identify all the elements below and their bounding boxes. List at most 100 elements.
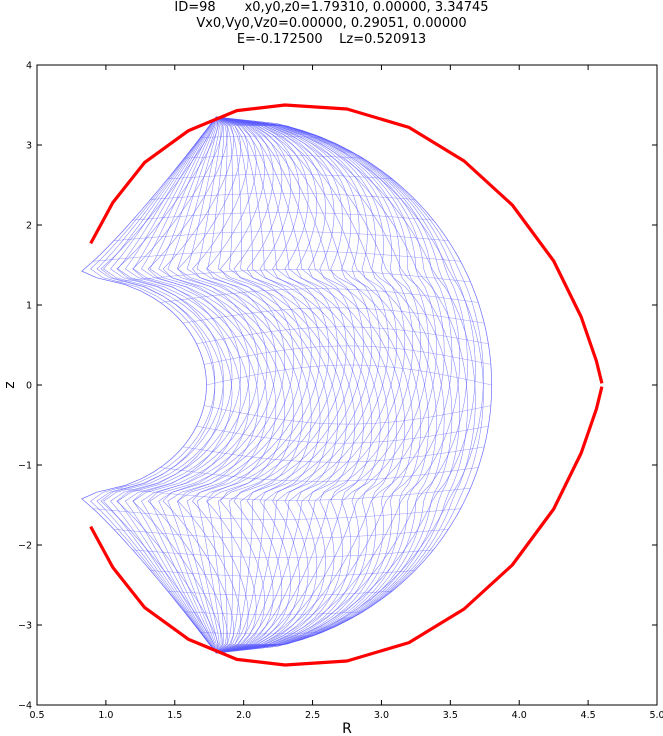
orbit-trace [103, 116, 233, 654]
orbit-trace [110, 116, 241, 654]
y-tick-label: 2 [26, 221, 32, 232]
orbit-trace [141, 116, 277, 654]
orbit-envelope [81, 116, 493, 654]
x-tick-label: 3.5 [443, 710, 458, 721]
y-tick-label: −1 [18, 461, 32, 472]
orbit-crossing [93, 250, 461, 262]
orbit-trace [132, 116, 268, 654]
orbit-trace [216, 116, 445, 654]
orbit-trace [216, 116, 397, 654]
orbit-trace [149, 116, 286, 654]
orbit-trace [149, 116, 286, 654]
orbit-trace [215, 116, 373, 654]
orbit-crossing [196, 326, 489, 345]
orbit-trace [216, 116, 421, 654]
orbit-trace [176, 116, 312, 654]
orbit-crossing [184, 154, 364, 159]
x-tick-label: 4.0 [512, 710, 527, 721]
title-line-3: E=-0.172500 Lz=0.520913 [236, 32, 427, 47]
y-tick-label: 0 [26, 381, 32, 392]
orbit-trace [216, 116, 484, 654]
orbit-crossing [206, 364, 492, 386]
x-tick-label: 5.0 [649, 710, 663, 721]
chart-title: ID=98 x0,y0,z0=1.79310, 0.00000, 3.34745… [0, 0, 663, 48]
orbit-trace [196, 116, 330, 654]
orbit-trace [216, 116, 406, 654]
orbit-trace [117, 116, 250, 654]
orbit-crossing [200, 632, 323, 635]
orbit-trace [216, 116, 468, 654]
orbit-trace [176, 116, 312, 654]
zero-velocity-layer [89, 103, 604, 667]
y-tick-label: −2 [18, 541, 32, 552]
x-tick-label: 0.5 [29, 710, 44, 721]
orbit-crossing [204, 405, 491, 425]
orbit-crossing [116, 269, 471, 283]
orbit-trace [132, 116, 268, 654]
orbit-crossing [200, 135, 323, 138]
orbit-trace [216, 116, 445, 654]
x-tick-label: 2.0 [236, 710, 251, 721]
orbit-trace [186, 116, 321, 654]
orbit-trace [216, 116, 476, 654]
y-axis-label: z [2, 381, 18, 388]
orbit-trace [216, 116, 484, 654]
y-tick-label: −3 [18, 621, 32, 632]
orbit-trace [215, 116, 389, 654]
orbit-trace [103, 116, 233, 654]
orbit-trace [216, 116, 453, 654]
orbit-trace [215, 116, 381, 654]
orbit-trace [216, 116, 397, 654]
orbit-crossing [113, 231, 449, 241]
orbit-crossing [160, 288, 479, 303]
orbit-trace [215, 116, 373, 654]
orbit-trace [207, 116, 338, 654]
x-tick-label: 4.5 [581, 710, 596, 721]
orbit-trace [216, 116, 406, 654]
orbit-trace [216, 116, 476, 654]
x-tick-label: 3.0 [374, 710, 389, 721]
orbit-trace [216, 116, 468, 654]
orbit-layer [81, 116, 493, 654]
zero-velocity-curve-lower [89, 386, 604, 667]
orbit-trace [215, 116, 356, 654]
zero-velocity-curve-upper [89, 103, 604, 384]
orbit-crossing [196, 425, 489, 444]
y-tick-label: −4 [18, 701, 32, 712]
orbit-trace [215, 116, 347, 654]
orbit-crossing [182, 446, 485, 463]
orbit-trace [215, 116, 356, 654]
x-tick-label: 1.5 [167, 710, 182, 721]
orbit-trace [215, 116, 381, 654]
ticks-layer: 0.5 1.0 1.5 2.0 2.5 3.0 3.5 4.0 4.5 5.0 4 3 2 1 0 −1 −2 −… [18, 61, 663, 722]
y-tick-label: 3 [26, 141, 32, 152]
orbit-trace [167, 116, 303, 654]
orbit-trace [207, 116, 338, 654]
orbit-crossing [184, 611, 364, 616]
y-tick-label: 4 [26, 61, 32, 72]
x-axis-label: R [342, 721, 352, 736]
orbit-trace [215, 116, 389, 654]
orbit-crossing [132, 212, 434, 221]
x-tick-label: 1.0 [98, 710, 113, 721]
orbit-trace [216, 116, 421, 654]
orbit-crossing [182, 307, 485, 324]
x-tick-label: 2.5 [305, 710, 320, 721]
orbit-trace [216, 116, 460, 654]
orbit-crossing [113, 529, 449, 539]
orbit-trace [216, 116, 414, 654]
orbit-trace [216, 116, 453, 654]
orbit-crossing [116, 487, 471, 501]
orbit-trace [110, 116, 241, 654]
orbit-trace [216, 116, 429, 654]
title-line-2: Vx0,Vy0,Vz0=0.00000, 0.29051, 0.00000 [196, 16, 467, 31]
orbit-trace [167, 116, 303, 654]
orbit-trace [215, 116, 364, 654]
orbit-crossing [160, 467, 479, 482]
orbit-crossing [204, 345, 491, 365]
orbit-trace [158, 116, 294, 654]
orbit-crossing [150, 193, 416, 200]
orbit-crossing [150, 570, 416, 577]
orbit-trace [215, 116, 364, 654]
